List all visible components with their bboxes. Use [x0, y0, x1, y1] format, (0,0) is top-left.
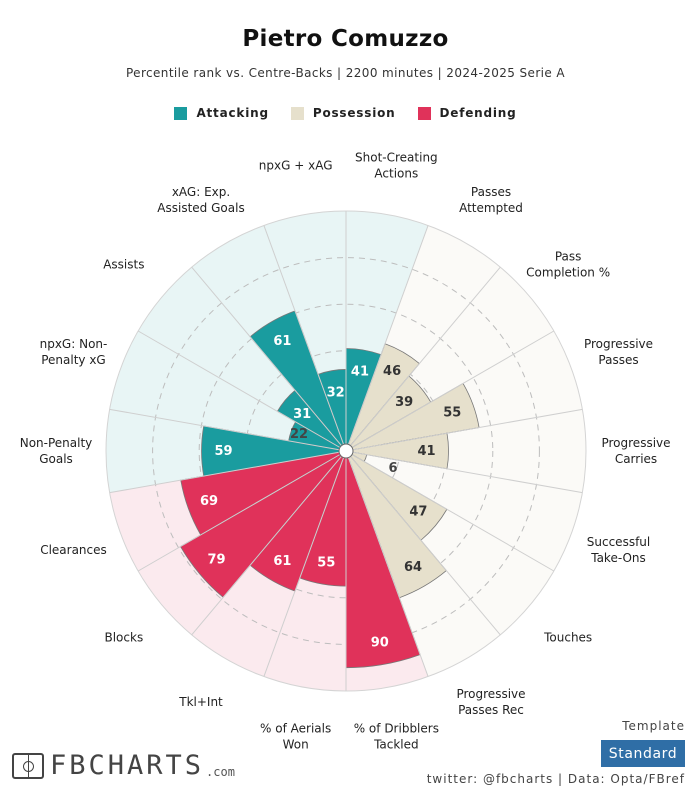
credits: twitter: @fbcharts | Data: Opta/FBref [426, 772, 685, 786]
spoke [352, 408, 583, 451]
category-label-16: xAG: Exp. Assisted Goals [157, 185, 244, 215]
grid-ring [198, 303, 494, 599]
center-hub [338, 443, 354, 459]
spoke [137, 330, 341, 448]
category-label-8: % of Dribblers Tackled [354, 722, 439, 752]
chart-subtitle: Percentile rank vs. Centre-Backs | 2200 … [125, 66, 566, 80]
spoke [137, 454, 341, 572]
spoke [347, 457, 429, 677]
legend-item-defending: Defending [417, 106, 517, 120]
category-label-7: Progressive Passes Rec [456, 687, 525, 717]
value-label-8: 90 [371, 636, 389, 651]
spoke [350, 266, 501, 446]
category-label-10: Tkl+Int [178, 695, 223, 709]
chart-title: Pietro Comuzzo [242, 26, 449, 52]
legend: Attacking Possession Defending [0, 106, 691, 120]
logo-text: FBCHARTS [50, 750, 205, 781]
legend-label-defending: Defending [439, 106, 517, 120]
spoke [191, 266, 342, 446]
spoke [109, 408, 340, 451]
spoke [350, 456, 501, 636]
value-label-1: 46 [383, 364, 401, 379]
value-label-14: 22 [290, 427, 308, 442]
category-label-3: Progressive Passes [584, 337, 653, 367]
sector-background [346, 409, 587, 493]
spoke [263, 457, 345, 677]
fbcharts-logo: FBCHARTS .com [12, 752, 235, 779]
legend-label-attacking: Attacking [196, 106, 269, 120]
spoke [351, 330, 555, 448]
template-label: Template [622, 719, 685, 733]
value-label-0: 41 [351, 365, 369, 380]
radar-value-labels: 41 46 39 55 41 6 47 64 90 55 61 79 69 59 22 31 61 32 [200, 334, 461, 651]
value-label-6: 47 [409, 505, 427, 520]
legend-swatch-possession [290, 106, 304, 120]
category-label-5: Successful Take-Ons [587, 535, 650, 565]
value-label-11: 79 [207, 553, 225, 568]
radar-spokes [109, 211, 583, 691]
value-label-9: 55 [317, 555, 335, 570]
value-label-2: 39 [395, 395, 413, 410]
sector-background [346, 451, 583, 571]
value-label-4: 41 [417, 444, 435, 459]
template-badge: Standard [601, 740, 685, 767]
sector-background [109, 331, 346, 451]
value-label-7: 64 [404, 560, 422, 575]
legend-item-possession: Possession [290, 106, 396, 120]
value-label-13: 59 [214, 444, 232, 459]
spoke [263, 225, 345, 445]
legend-label-possession: Possession [312, 106, 396, 120]
category-label-6: Touches [543, 630, 592, 644]
legend-swatch-defending [417, 106, 431, 120]
value-label-5: 6 [388, 461, 397, 476]
value-label-3: 55 [443, 405, 461, 420]
value-label-12: 69 [200, 494, 218, 509]
category-label-4: Progressive Carries [601, 436, 670, 466]
radar-bars [179, 310, 480, 669]
value-label-16: 61 [273, 334, 291, 349]
legend-swatch-attacking [174, 106, 188, 120]
grid-ring [152, 257, 540, 645]
category-label-0: Shot-Creating Actions [355, 150, 438, 180]
category-label-9: % of Aerials Won [260, 722, 331, 752]
category-label-13: Non-Penalty Goals [20, 436, 93, 466]
legend-item-attacking: Attacking [174, 106, 268, 120]
spoke [351, 454, 555, 572]
value-label-17: 32 [327, 385, 345, 400]
spoke [191, 456, 342, 636]
spoke [109, 451, 340, 494]
category-label-17: npxG + xAG [259, 158, 333, 172]
category-label-1: Passes Attempted [459, 185, 523, 215]
category-label-14: npxG: Non-Penalty xG [40, 337, 108, 367]
spoke [352, 451, 583, 494]
category-label-15: Assists [103, 258, 144, 272]
category-label-11: Blocks [104, 630, 143, 644]
value-label-15: 31 [293, 407, 311, 422]
category-label-2: Pass Completion % [526, 250, 610, 280]
category-label-12: Clearances [40, 543, 107, 557]
value-label-10: 61 [273, 554, 291, 569]
spoke [347, 225, 429, 445]
logo-suffix: .com [206, 765, 235, 779]
radar-category-labels: Shot-Creating Actions Passes Attempted Pass C… [20, 150, 671, 751]
pitch-icon [12, 753, 44, 779]
